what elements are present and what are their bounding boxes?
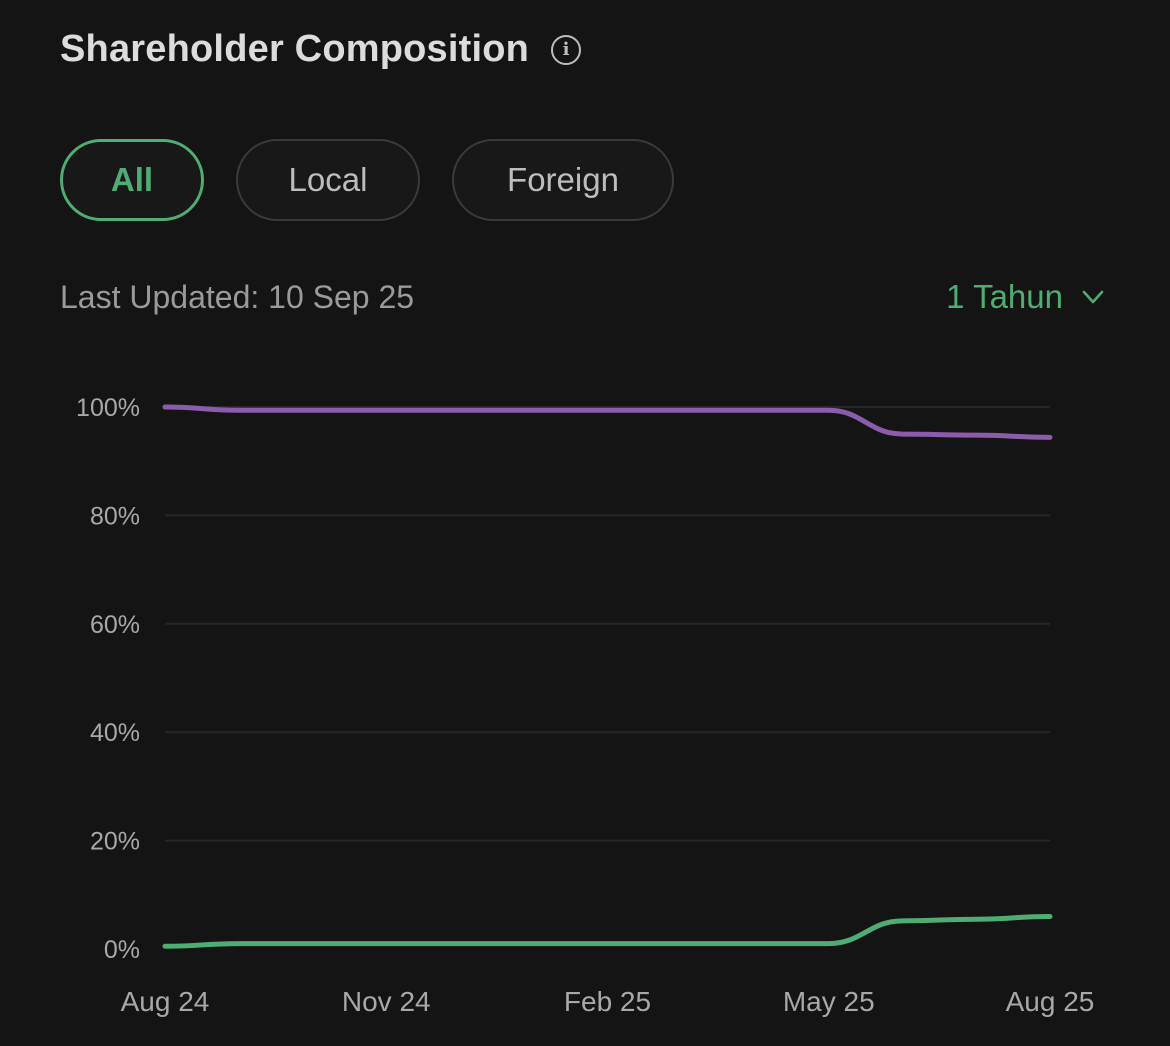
series-line-lower [162, 913, 1053, 949]
filter-tabs: All Local Foreign [60, 139, 674, 221]
tab-all[interactable]: All [60, 139, 204, 221]
x-tick-label: Nov 24 [342, 986, 431, 1017]
tab-local[interactable]: Local [236, 139, 420, 221]
y-tick-label: 40% [90, 719, 140, 747]
series-line-upper [162, 404, 1053, 440]
x-tick-label: May 25 [783, 986, 875, 1017]
meta-row: Last Updated: 10 Sep 25 1 Tahun [60, 278, 1105, 316]
header: Shareholder Composition i [60, 28, 582, 71]
y-tick-label: 0% [104, 936, 140, 964]
y-tick-label: 20% [90, 828, 140, 856]
page-title: Shareholder Composition [60, 28, 530, 70]
x-tick-label: Aug 24 [121, 986, 210, 1017]
chevron-down-icon [1082, 290, 1104, 304]
chart-series [162, 404, 1053, 949]
y-tick-label: 80% [90, 502, 140, 530]
y-tick-label: 60% [90, 611, 140, 639]
y-axis-ticks: 100% 80% 60% 40% 20% 0% [76, 394, 140, 964]
chart-grid [165, 406, 1050, 842]
x-tick-label: Feb 25 [564, 986, 651, 1017]
last-updated-label: Last Updated: 10 Sep 25 [60, 278, 415, 315]
range-label: 1 Tahun [946, 278, 1063, 315]
range-dropdown[interactable]: 1 Tahun [946, 278, 1105, 316]
x-tick-label: Aug 25 [1006, 986, 1095, 1017]
y-tick-label: 100% [76, 394, 140, 422]
x-axis-ticks: Aug 24 Nov 24 Feb 25 May 25 Aug 25 [121, 986, 1095, 1017]
tab-foreign[interactable]: Foreign [452, 139, 674, 221]
info-icon[interactable]: i [551, 34, 582, 65]
